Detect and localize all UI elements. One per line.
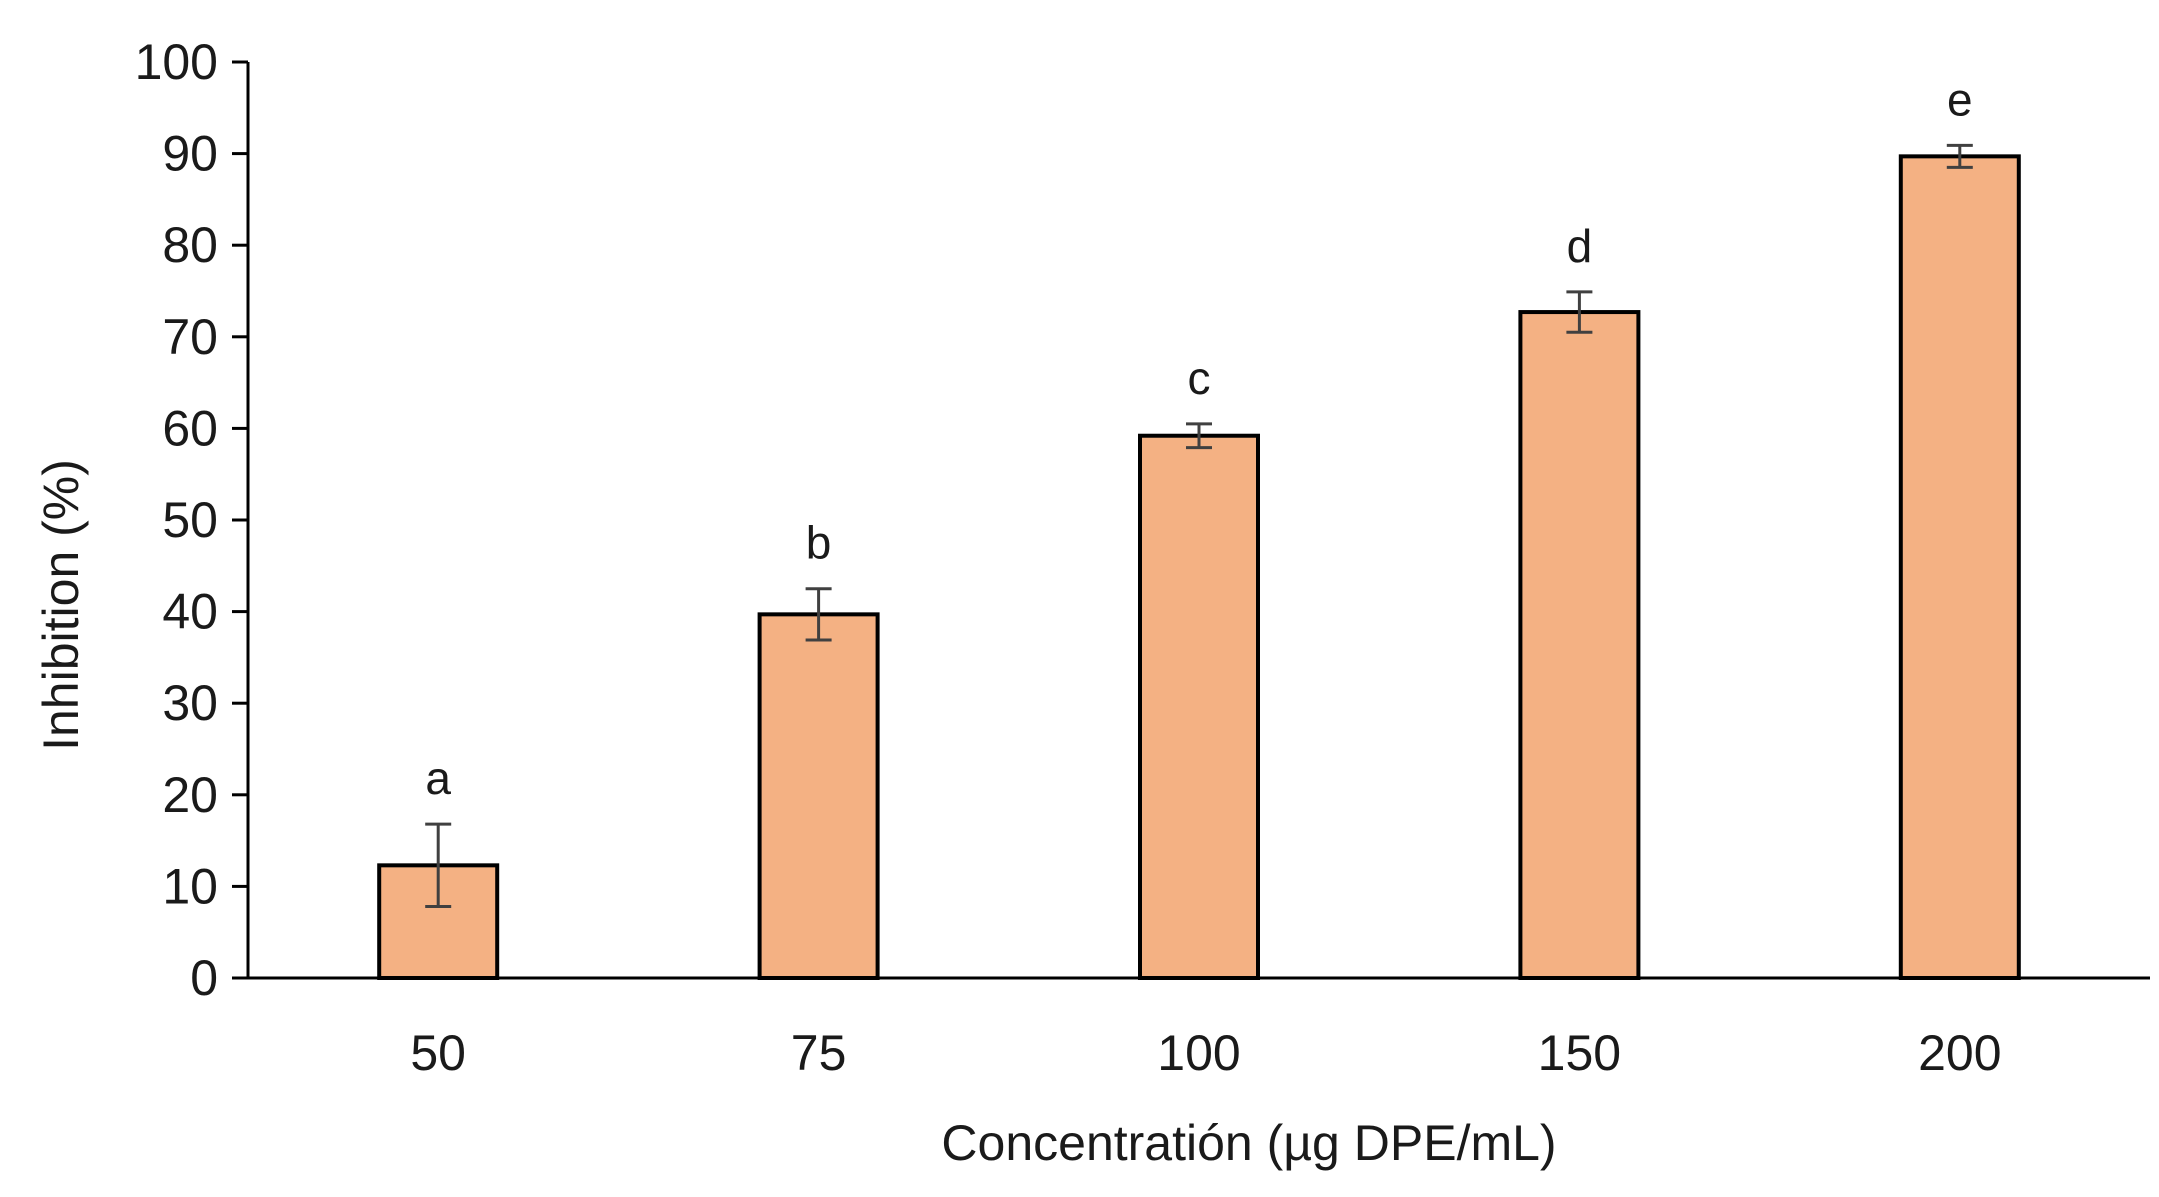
x-axis-ticks: 50 75 100 150 200	[410, 1025, 2001, 1081]
bar	[1138, 433, 1260, 980]
significance-letters: a b c d e	[425, 73, 1972, 804]
bar	[1898, 154, 2021, 980]
y-tick-label: 90	[162, 126, 218, 182]
error-bar	[425, 822, 452, 909]
x-tick-label: 150	[1538, 1025, 1621, 1081]
bars	[377, 154, 2021, 981]
y-tick-label: 10	[162, 858, 218, 914]
x-tick-label: 200	[1918, 1025, 2001, 1081]
significance-letter: c	[1188, 352, 1211, 404]
y-tick-label: 50	[162, 492, 218, 548]
bar	[757, 612, 880, 981]
error-bar	[1186, 422, 1212, 450]
y-tick-label: 60	[162, 400, 218, 456]
x-tick-label: 75	[791, 1025, 847, 1081]
error-bars	[425, 143, 1973, 909]
significance-letter: d	[1567, 220, 1593, 272]
significance-letter: e	[1947, 73, 1973, 125]
x-axis-title: Concentratión (µg DPE/mL)	[941, 1115, 1556, 1171]
error-bar	[1566, 290, 1593, 334]
error-bar	[805, 587, 832, 642]
y-tick-label: 40	[162, 584, 218, 640]
y-tick-label: 100	[135, 34, 218, 90]
significance-letter: b	[806, 517, 832, 569]
y-axis-title: Inhibition (%)	[33, 459, 89, 751]
x-tick-label: 50	[410, 1025, 466, 1081]
y-tick-label: 70	[162, 309, 218, 365]
y-tick-label: 80	[162, 217, 218, 273]
y-tick-label: 30	[162, 675, 218, 731]
y-tick-label: 0	[190, 950, 218, 1006]
y-tick-label: 20	[162, 767, 218, 823]
bar	[1518, 310, 1641, 980]
x-tick-label: 100	[1157, 1025, 1240, 1081]
y-axis-ticks: 0 10 20 30 40 50 60 70 80 90 100	[135, 34, 248, 1006]
error-bar	[1946, 143, 1973, 169]
significance-letter: a	[425, 752, 451, 804]
